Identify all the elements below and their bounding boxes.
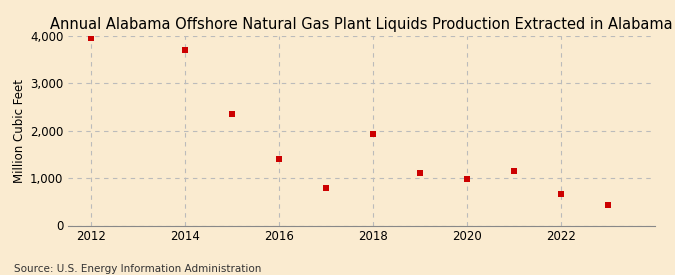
Point: [556, 191, 566, 196]
Y-axis label: Million Cubic Feet: Million Cubic Feet: [13, 79, 26, 183]
Point: [86, 35, 97, 40]
Point: [367, 132, 378, 137]
Point: [321, 185, 331, 190]
Point: [508, 169, 519, 173]
Point: [273, 157, 284, 161]
Point: [227, 112, 238, 116]
Point: [180, 48, 190, 52]
Point: [414, 171, 425, 175]
Title: Annual Alabama Offshore Natural Gas Plant Liquids Production Extracted in Alabam: Annual Alabama Offshore Natural Gas Plan…: [50, 17, 672, 32]
Point: [602, 203, 613, 207]
Text: Source: U.S. Energy Information Administration: Source: U.S. Energy Information Administ…: [14, 264, 261, 274]
Point: [462, 177, 472, 181]
